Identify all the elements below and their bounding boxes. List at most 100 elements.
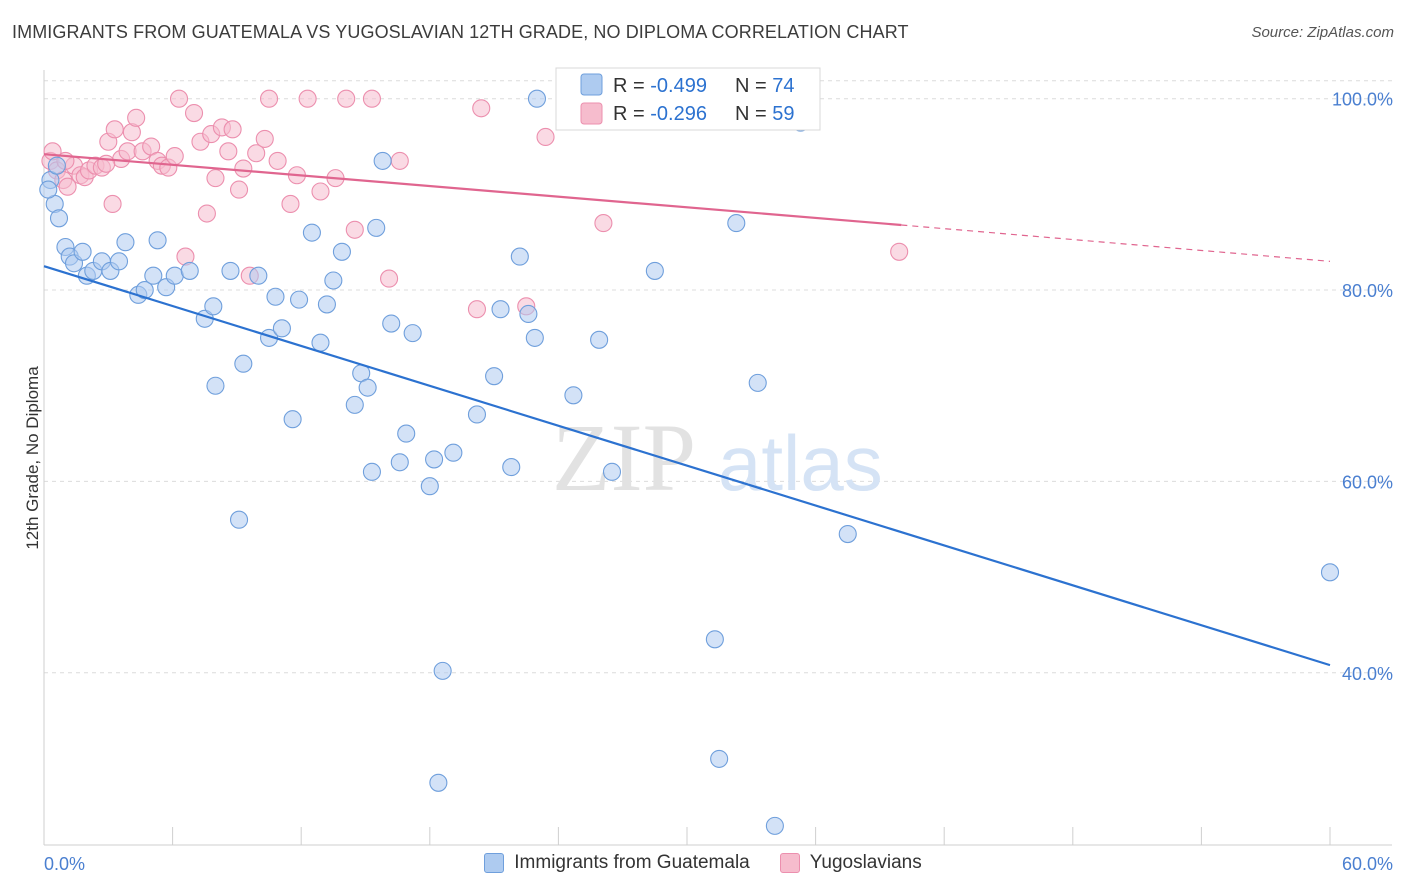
point-blue-64 [705,630,724,649]
point-blue-18 [165,266,184,285]
point-blue-40 [362,462,381,481]
legend-r-value-2: -0.296 [650,103,707,125]
x-tick-label: 60.0% [1342,854,1393,874]
point-blue-14 [135,281,154,300]
point-blue-56 [510,247,529,266]
point-pink-32 [229,180,249,199]
point-pink-47 [380,269,399,288]
point-pink-13 [118,142,137,161]
point-blue-12 [116,233,135,252]
axis-layer [43,70,1392,846]
point-pink-36 [255,129,274,148]
point-blue-67 [748,373,767,392]
point-blue-29 [272,319,291,338]
legend-swatch-yugoslavians [779,853,800,873]
legend-n-value-2: 59 [772,103,794,125]
point-pink-41 [298,89,317,108]
point-blue-34 [317,295,336,314]
point-blue-23 [221,261,240,280]
point-blue-6 [73,242,92,261]
point-pink-26 [197,204,216,223]
point-blue-32 [302,223,321,242]
y-axis-label: 12th Grade, No Diploma [23,366,42,550]
point-pink-31 [223,120,242,139]
point-pink-21 [165,147,184,166]
legend-n-value-1: 74 [772,75,794,97]
legend-item-guatemala: Immigrants from Guatemala [484,852,750,874]
y-tick-label: 40.0% [1342,664,1393,684]
point-blue-26 [249,266,268,285]
point-pink-15 [127,108,146,127]
point-pink-37 [259,89,279,108]
point-pink-24 [184,104,204,123]
point-pink-39 [281,194,300,214]
point-pink-45 [345,220,364,239]
point-blue-36 [332,242,351,261]
point-blue-11 [109,252,129,271]
legend-n-label-2: N = [735,103,772,125]
point-blue-55 [502,458,521,477]
y-tick-label: 100.0% [1332,90,1393,110]
legend-r-label-1: R = [613,75,650,97]
point-pink-3 [58,177,77,196]
point-blue-50 [433,661,452,680]
point-blue-58 [525,328,544,347]
point-blue-15 [144,266,163,285]
point-blue-2 [49,209,69,228]
point-blue-35 [324,271,343,290]
point-blue-59 [527,89,547,108]
chart-source: Source: ZipAtlas.com [1251,24,1394,41]
svg-text:N = 59: N = 59 [735,103,795,125]
point-blue-63 [645,261,664,280]
trendline-yugoslavians-extension [901,224,1331,262]
point-blue-39 [358,378,377,397]
watermark-zip: ZIP [552,404,696,511]
point-blue-45 [397,424,416,443]
point-blue-16 [148,231,167,250]
svg-text:N = 74: N = 74 [735,75,795,97]
point-blue-42 [373,151,392,170]
stats-legend: R = -0.499 N = 74 R = -0.296 N = 59 [555,67,821,131]
point-blue-66 [727,214,746,233]
legend-label-guatemala: Immigrants from Guatemala [514,852,750,873]
point-pink-30 [219,142,238,161]
point-blue-41 [367,218,386,237]
point-blue-43 [382,314,401,333]
point-blue-31 [290,290,309,309]
point-blue-49 [429,773,448,792]
legend-r-label-2: R = [613,103,650,125]
point-pink-55 [103,194,122,214]
svg-text:R = -0.499: R = -0.499 [613,75,707,97]
point-blue-61 [590,330,609,349]
point-blue-57 [519,304,538,324]
point-blue-52 [467,405,487,424]
watermark-atlas: atlas [718,419,883,507]
point-pink-33 [234,159,253,178]
point-blue-19 [180,261,199,280]
trendline-guatemala [43,265,1331,667]
point-blue-30 [283,410,302,429]
point-blue-22 [206,376,225,395]
point-pink-46 [362,89,381,108]
point-blue-51 [444,443,463,462]
point-blue-70 [838,524,857,544]
point-pink-48 [390,151,409,170]
y-tick-label: 80.0% [1342,281,1393,301]
legend-n-label-1: N = [735,75,772,97]
point-blue-54 [491,300,510,319]
point-pink-42 [311,182,330,201]
point-blue-65 [710,749,729,768]
point-blue-53 [485,367,504,386]
point-pink-52 [594,214,613,233]
point-blue-28 [266,287,285,306]
point-pink-35 [247,144,266,163]
point-pink-50 [472,99,491,118]
trend-lines [43,153,1331,667]
legend-item-yugoslavians: Yugoslavians [779,852,922,874]
chart-title: IMMIGRANTS FROM GUATEMALA VS YUGOSLAVIAN… [12,22,909,42]
point-blue-33 [311,333,330,352]
point-blue-25 [234,354,253,373]
point-blue-37 [345,395,364,414]
legend-swatch-pink [580,102,603,125]
